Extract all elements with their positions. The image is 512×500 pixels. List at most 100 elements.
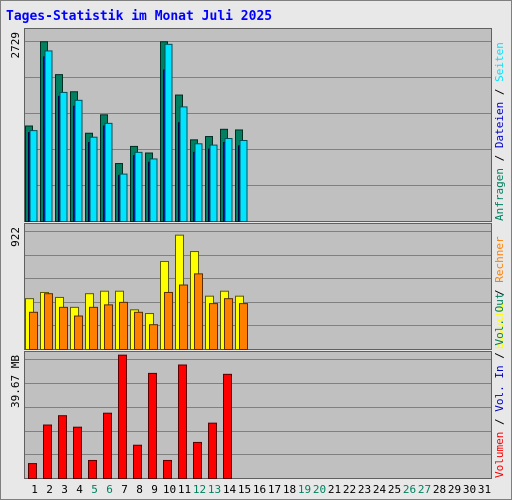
bar-rechner-day-6 xyxy=(104,304,113,350)
day-label-12: 12 xyxy=(193,483,206,496)
legend-separator: / xyxy=(493,346,506,366)
bar-seiten-day-5 xyxy=(89,136,98,222)
day-label-11: 11 xyxy=(178,483,191,496)
day-label-28: 28 xyxy=(433,483,446,496)
max-value-label: 2729 xyxy=(9,32,22,59)
panel-background xyxy=(24,351,492,479)
bar-volumen-day-11 xyxy=(178,364,187,479)
bar-seiten-day-13 xyxy=(209,144,218,223)
day-label-5: 5 xyxy=(91,483,98,496)
legend-volumen: Volumen xyxy=(493,432,506,478)
bar-rechner-day-15 xyxy=(239,303,248,350)
bar-seiten-day-4 xyxy=(74,99,83,222)
bar-volumen-day-12 xyxy=(193,441,202,480)
day-label-7: 7 xyxy=(121,483,128,496)
legend-separator: / xyxy=(493,412,506,432)
bar-rechner-day-10 xyxy=(164,291,173,350)
bar-seiten-day-12 xyxy=(194,143,203,222)
day-label-29: 29 xyxy=(448,483,461,496)
bar-rechner-day-1 xyxy=(29,311,38,350)
bar-seiten-day-9 xyxy=(149,158,158,222)
legend-separator: / xyxy=(493,283,506,303)
bar-seiten-day-2 xyxy=(44,50,53,223)
bar-rechner-day-3 xyxy=(59,306,68,350)
max-value-label: 922 xyxy=(9,227,22,247)
bar-rechner-day-2 xyxy=(44,293,53,351)
bar-volumen-day-1 xyxy=(28,463,37,479)
panel-visits: 922 Besuche / Rechner xyxy=(9,223,506,351)
chart-title: Tages-Statistik im Monat Juli 2025 xyxy=(6,9,272,24)
bar-seiten-day-10 xyxy=(164,43,173,222)
legend-separator: / xyxy=(493,148,506,168)
panel-volume: 39.67 MB Volumen / Vol. In / Vol. Out xyxy=(9,293,506,480)
day-label-3: 3 xyxy=(61,483,68,496)
legend-seiten: Seiten xyxy=(493,42,506,82)
series-legend: Volumen / Vol. In / Vol. Out xyxy=(493,293,506,478)
bar-seiten-day-14 xyxy=(224,138,233,222)
day-label-2: 2 xyxy=(46,483,53,496)
bar-seiten-day-11 xyxy=(179,106,188,222)
bar-seiten-day-8 xyxy=(134,151,143,223)
panel-requests: 2729 Anfragen / Dateien / Seiten xyxy=(9,28,506,223)
bar-rechner-day-7 xyxy=(119,301,128,351)
day-label-27: 27 xyxy=(418,483,431,496)
bar-rechner-day-4 xyxy=(74,315,83,350)
legend-separator: / xyxy=(493,82,506,102)
day-label-24: 24 xyxy=(373,483,387,496)
day-label-25: 25 xyxy=(388,483,401,496)
series-legend: Anfragen / Dateien / Seiten xyxy=(493,42,506,221)
bar-volumen-day-8 xyxy=(133,444,142,479)
day-label-10: 10 xyxy=(163,483,176,496)
bar-rechner-day-9 xyxy=(149,324,158,351)
day-label-31: 31 xyxy=(478,483,491,496)
bar-seiten-day-7 xyxy=(119,173,128,223)
bar-volumen-day-2 xyxy=(43,424,52,480)
legend-anfragen: Anfragen xyxy=(493,168,506,221)
legend-dateien: Dateien xyxy=(493,102,506,148)
bar-rechner-day-13 xyxy=(209,303,218,350)
day-label-6: 6 xyxy=(106,483,113,496)
bar-rechner-day-5 xyxy=(89,306,98,350)
bar-volumen-day-13 xyxy=(208,422,217,479)
day-label-15: 15 xyxy=(238,483,251,496)
bar-volumen-day-9 xyxy=(148,372,157,480)
day-label-23: 23 xyxy=(358,483,371,496)
day-label-19: 19 xyxy=(298,483,311,496)
bar-rechner-day-8 xyxy=(134,311,143,350)
day-label-9: 9 xyxy=(151,483,158,496)
bar-volumen-day-7 xyxy=(118,354,127,479)
day-label-22: 22 xyxy=(343,483,356,496)
day-label-26: 26 xyxy=(403,483,416,496)
legend-volin: Vol. In xyxy=(493,365,506,411)
bar-volumen-day-14 xyxy=(223,373,232,480)
day-label-17: 17 xyxy=(268,483,281,496)
bar-rechner-day-12 xyxy=(194,273,203,350)
legend-besuche: Besuche xyxy=(493,303,506,349)
series-legend: Besuche / Rechner xyxy=(493,236,506,349)
bar-rechner-day-11 xyxy=(179,284,188,350)
day-label-18: 18 xyxy=(283,483,296,496)
bar-seiten-day-3 xyxy=(59,91,68,223)
bar-volumen-day-10 xyxy=(163,459,172,480)
bar-seiten-day-1 xyxy=(29,130,38,223)
bar-volumen-day-6 xyxy=(103,412,112,480)
legend-rechner: Rechner xyxy=(493,236,506,283)
bar-volumen-day-4 xyxy=(73,426,82,479)
day-label-20: 20 xyxy=(313,483,326,496)
bar-seiten-day-15 xyxy=(239,139,248,222)
day-label-1: 1 xyxy=(31,483,38,496)
day-label-16: 16 xyxy=(253,483,266,496)
day-label-8: 8 xyxy=(136,483,143,496)
day-label-21: 21 xyxy=(328,483,341,496)
legend-volout: Vol. Out xyxy=(493,293,506,346)
day-label-4: 4 xyxy=(76,483,83,496)
x-axis-day-labels: 1 2 3 4 5 6 7 8 9 10 11 12 13 14 15 16 17 18 19 20 21 22 23 24 2… xyxy=(31,483,491,496)
bar-seiten-day-6 xyxy=(104,122,113,222)
day-label-14: 14 xyxy=(223,483,237,496)
bar-rechner-day-14 xyxy=(224,298,233,351)
day-label-13: 13 xyxy=(208,483,221,496)
bar-volumen-day-5 xyxy=(88,459,97,480)
max-value-label: 39.67 MB xyxy=(9,355,22,408)
day-label-30: 30 xyxy=(463,483,476,496)
